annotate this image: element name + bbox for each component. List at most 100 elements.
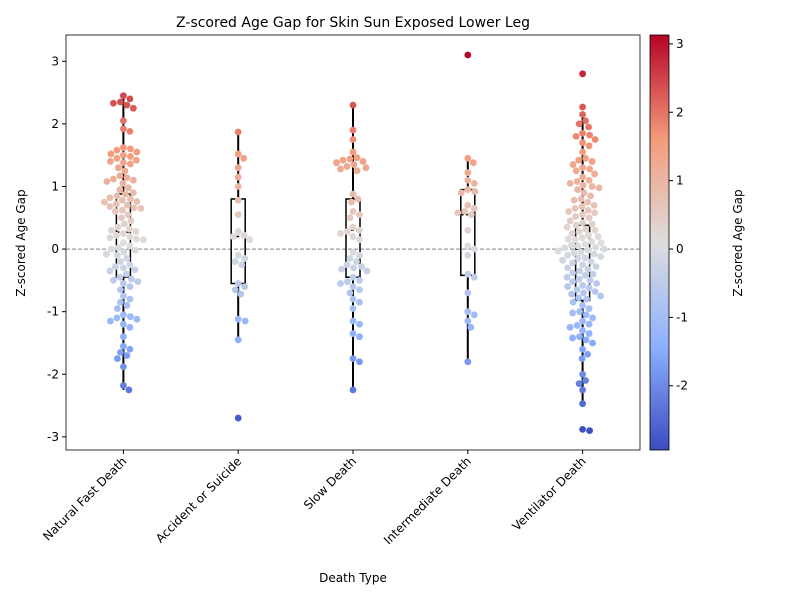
point [349, 126, 357, 134]
point [464, 358, 472, 366]
point [339, 156, 347, 164]
point [106, 234, 114, 242]
point [122, 190, 129, 198]
point [359, 158, 367, 165]
point [356, 286, 363, 294]
point [120, 264, 127, 272]
point [579, 173, 586, 181]
point [114, 355, 121, 363]
point [110, 276, 117, 284]
point [237, 290, 245, 298]
point [592, 243, 599, 251]
point [337, 165, 344, 173]
point [127, 275, 135, 283]
point [581, 271, 589, 279]
point [582, 311, 590, 319]
point [124, 211, 132, 219]
point [579, 139, 586, 147]
point [579, 281, 586, 289]
point [348, 198, 355, 206]
point [123, 270, 130, 278]
point [569, 298, 577, 306]
point [350, 161, 358, 168]
point [564, 283, 571, 291]
point [597, 239, 605, 247]
point [569, 309, 576, 317]
point [229, 233, 237, 240]
point [120, 159, 127, 167]
point [120, 280, 127, 287]
x-tick-label: Natural Fast Death [40, 454, 129, 543]
point [569, 161, 577, 168]
point [349, 295, 357, 303]
point [120, 151, 127, 159]
point [461, 208, 469, 215]
point [353, 258, 360, 265]
colorbar [649, 34, 670, 451]
point [579, 111, 586, 118]
point [106, 267, 114, 275]
point [123, 255, 131, 262]
point [234, 196, 242, 204]
point [454, 209, 462, 217]
y-tick-label: 0 [51, 242, 59, 256]
point [120, 230, 127, 237]
point [589, 270, 597, 278]
point [569, 278, 576, 286]
point [576, 308, 583, 316]
point [584, 265, 592, 273]
point [595, 184, 603, 192]
point [363, 267, 371, 275]
point [569, 334, 576, 342]
y-tick-label: 2 [51, 117, 59, 131]
point [591, 226, 599, 234]
point [561, 244, 568, 252]
point [590, 201, 598, 209]
point [464, 154, 472, 162]
point [246, 236, 254, 244]
point [123, 352, 131, 359]
point [234, 183, 242, 190]
point [337, 280, 344, 287]
point [133, 198, 141, 205]
point [579, 164, 586, 172]
point [346, 155, 354, 163]
point [579, 181, 587, 189]
point [349, 233, 357, 240]
point [132, 246, 139, 254]
point [126, 160, 134, 168]
point [575, 156, 582, 164]
point [594, 233, 602, 240]
point [350, 264, 357, 272]
point [585, 284, 593, 292]
point [120, 333, 127, 341]
point [579, 400, 586, 408]
point [564, 235, 572, 243]
point [241, 317, 249, 325]
point [234, 173, 242, 181]
point [127, 217, 135, 225]
point [464, 251, 472, 259]
x-tick-label: Accident or Suicide [153, 454, 244, 545]
point [467, 323, 475, 331]
point [588, 183, 596, 190]
point [126, 153, 134, 160]
point [120, 144, 127, 152]
point [349, 273, 357, 281]
point [117, 258, 124, 265]
point [584, 198, 591, 206]
point [120, 92, 127, 100]
point [584, 246, 592, 254]
point [575, 275, 583, 283]
point [106, 194, 114, 202]
point [587, 258, 595, 265]
point [581, 254, 589, 262]
point [580, 189, 588, 197]
point [346, 214, 354, 222]
x-tick-label: Ventilator Death [509, 454, 588, 533]
point [119, 206, 126, 214]
point [349, 386, 357, 394]
point [234, 336, 242, 344]
point [349, 223, 357, 231]
